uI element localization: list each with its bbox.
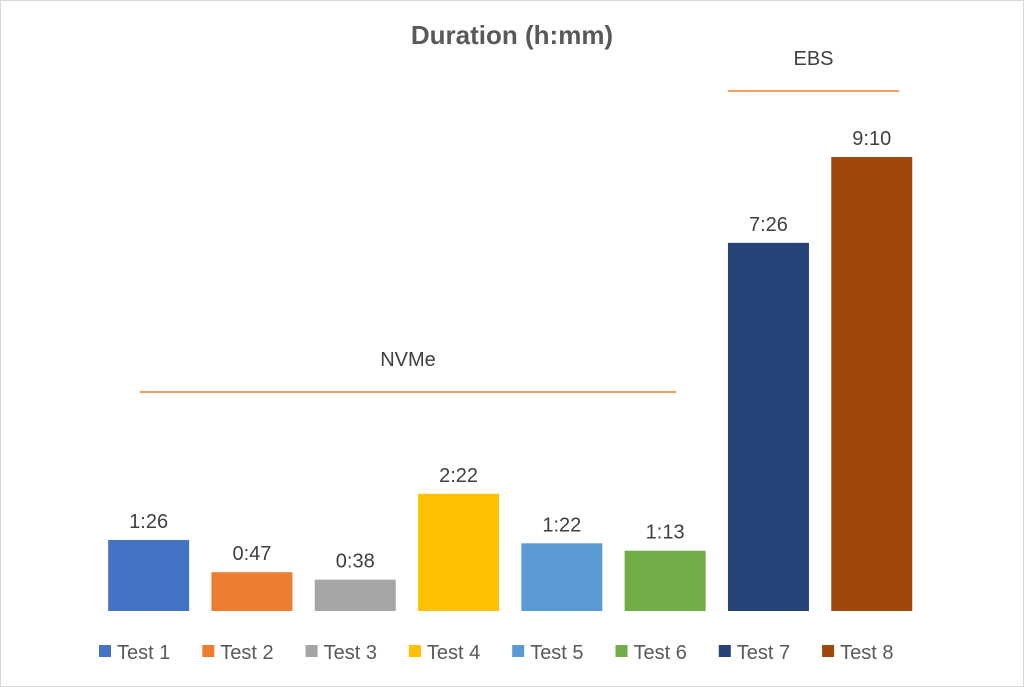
legend-swatch-4 [408, 645, 421, 657]
legend-label-3: Test 3 [324, 642, 377, 664]
data-label-8: 9:10 [852, 128, 891, 150]
bar-8 [831, 157, 913, 611]
bar-2 [211, 572, 293, 611]
data-label-2: 0:47 [232, 543, 271, 565]
annotation-label-ebs: EBS [793, 48, 833, 70]
chart-title: Duration (h:mm) [411, 20, 613, 50]
bar-6 [624, 550, 706, 611]
legend-label-1: Test 1 [117, 642, 170, 664]
legend-label-6: Test 6 [634, 642, 687, 664]
data-label-3: 0:38 [336, 551, 375, 573]
annotation-label-nvme: NVMe [380, 349, 436, 371]
legend-swatch-2 [202, 645, 215, 657]
bar-5 [521, 543, 603, 611]
legend-label-7: Test 7 [737, 642, 790, 664]
legend-swatch-5 [512, 645, 525, 657]
data-label-7: 7:26 [749, 214, 788, 236]
legend-label-2: Test 2 [220, 642, 273, 664]
legend-swatch-1 [99, 645, 111, 657]
legend-swatch-7 [718, 645, 731, 657]
data-label-4: 2:22 [439, 465, 478, 487]
legend-swatch-3 [305, 645, 318, 657]
bar-1 [108, 540, 190, 611]
legend-label-5: Test 5 [530, 642, 583, 664]
bar-4 [418, 493, 500, 611]
data-label-6: 1:13 [646, 522, 685, 544]
legend-label-8: Test 8 [840, 642, 893, 664]
data-label-1: 1:26 [129, 511, 168, 533]
legend-label-4: Test 4 [427, 642, 480, 664]
legend-swatch-8 [822, 645, 835, 657]
data-label-5: 1:22 [542, 514, 581, 536]
legend-swatch-6 [615, 645, 628, 657]
bar-7 [727, 242, 809, 611]
bar-3 [314, 579, 396, 611]
